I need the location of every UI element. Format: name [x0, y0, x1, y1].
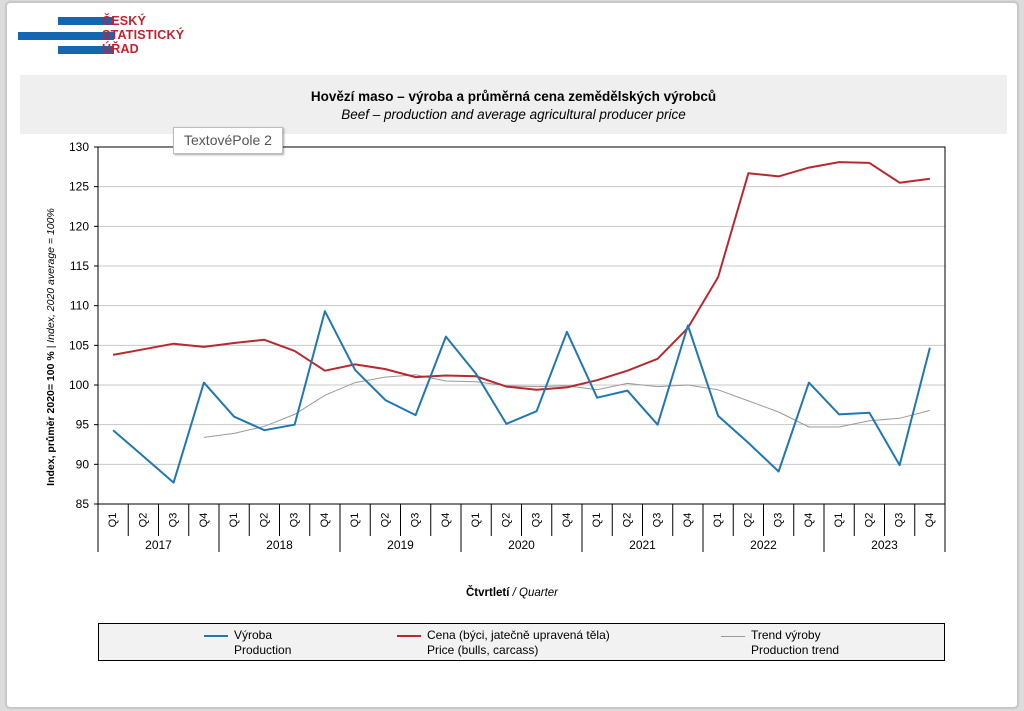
logo-line-2: STATISTICKÝ — [102, 28, 185, 42]
series-line-production — [112, 310, 931, 484]
x-tick-label: Q4 — [561, 513, 573, 528]
x-tick-label: Q3 — [773, 513, 785, 528]
text-box[interactable]: TextovéPole 2 — [173, 127, 283, 154]
logo-bar-1 — [58, 17, 114, 25]
x-tick-label: Q1 — [470, 513, 482, 528]
year-label: 2021 — [629, 538, 656, 552]
chart-title: Hovězí maso – výroba a průměrná cena zem… — [310, 89, 717, 104]
x-tick-label: Q1 — [591, 513, 603, 528]
x-tick-label: Q2 — [621, 513, 633, 528]
x-tick-label: Q4 — [803, 513, 815, 528]
y-tick-label: 125 — [69, 180, 89, 194]
chart-subtitle: Beef – production and average agricultur… — [341, 107, 686, 122]
series-line-price — [112, 161, 931, 391]
x-tick-label: Q4 — [682, 513, 694, 528]
series-line-trend — [203, 374, 931, 438]
x-tick-label: Q4 — [319, 513, 331, 528]
legend-label-trend: Trend výroby — [751, 628, 821, 642]
y-tick-label: 110 — [70, 299, 89, 313]
czso-logo: ČESKÝ STATISTICKÝ ÚŘAD — [18, 15, 198, 59]
legend-label-price-en: Price (bulls, carcass) — [427, 643, 539, 657]
x-tick-label: Q3 — [410, 513, 422, 528]
x-tick-label: Q2 — [500, 513, 512, 528]
legend-swatch-production — [204, 635, 228, 637]
y-tick-label: 105 — [69, 338, 89, 352]
year-label: 2022 — [750, 538, 777, 552]
legend-label-production: Výroba — [234, 628, 273, 642]
y-axis-label-cz: Index, průměr 2020= 100 % — [45, 351, 57, 486]
legend-label-production-en: Production — [234, 643, 292, 657]
x-tick-label: Q4 — [924, 513, 936, 528]
x-tick-label: Q2 — [379, 513, 391, 528]
x-axis-label: Čtvrtletí / Quarter — [0, 587, 1024, 599]
legend-label-trend-en: Production trend — [751, 643, 840, 657]
x-tick-label: Q2 — [137, 513, 149, 528]
chart-legend: Výroba Production Cena (býci, jatečně upr… — [98, 623, 945, 661]
x-axis-label-cz: Čtvrtletí — [465, 587, 510, 599]
series-lines — [112, 161, 931, 484]
x-tick-label: Q4 — [440, 513, 452, 528]
x-tick-label: Q3 — [168, 513, 180, 528]
x-axis: Q1 Q2 Q3 Q4 Q1 Q2 Q3 Q4 Q1 Q2 Q3 Q4 Q1 Q2 Q3 Q4 Q1 Q2 Q3 Q4… — [97, 504, 946, 552]
y-tick-label: 115 — [70, 259, 89, 273]
x-tick-label: Q1 — [833, 513, 845, 528]
year-label: 2023 — [871, 538, 898, 552]
y-tick-label: 90 — [76, 457, 90, 471]
year-label: 2018 — [266, 538, 293, 552]
y-tick-label: 100 — [69, 378, 89, 392]
x-tick-label: Q2 — [258, 513, 270, 528]
y-axis-ticks: 85 90 95 100 105 110 115 120 125 130 — [69, 140, 98, 511]
plot-area — [97, 146, 946, 505]
year-label: 2017 — [145, 538, 172, 552]
y-axis-label-en: | Index, 2020 average = 100% — [45, 208, 57, 352]
year-label: 2020 — [508, 538, 535, 552]
logo-line-3: ÚŘAD — [102, 42, 139, 56]
x-tick-label: Q3 — [652, 513, 664, 528]
y-axis-label: Index, průměr 2020= 100 % | Index, 2020 … — [44, 197, 58, 497]
logo-bar-3 — [58, 46, 114, 54]
chart-title-band: Hovězí maso – výroba a průměrná cena zem… — [20, 75, 1007, 134]
logo-line-1: ČESKÝ — [102, 14, 147, 28]
legend-label-price: Cena (býci, jatečně upravená těla) — [427, 628, 610, 642]
y-tick-label: 130 — [69, 140, 89, 154]
x-tick-label: Q3 — [894, 513, 906, 528]
y-tick-label: 120 — [69, 219, 89, 233]
x-tick-label: Q4 — [198, 513, 210, 528]
year-label: 2019 — [387, 538, 414, 552]
x-tick-label: Q3 — [531, 513, 543, 528]
legend-swatch-trend — [721, 636, 745, 637]
x-tick-label: Q1 — [228, 513, 240, 528]
y-tick-label: 85 — [76, 497, 90, 511]
y-tick-label: 95 — [76, 418, 90, 432]
x-tick-label: Q1 — [107, 513, 119, 528]
grid-lines — [98, 186, 945, 465]
x-tick-label: Q2 — [742, 513, 754, 528]
x-tick-label: Q1 — [349, 513, 361, 528]
x-tick-label: Q2 — [863, 513, 875, 528]
x-axis-label-en: / Quarter — [509, 587, 559, 599]
x-tick-label: Q1 — [712, 513, 724, 528]
logo-bar-2 — [18, 32, 114, 40]
legend-swatch-price — [397, 635, 421, 637]
x-tick-label: Q3 — [289, 513, 301, 528]
